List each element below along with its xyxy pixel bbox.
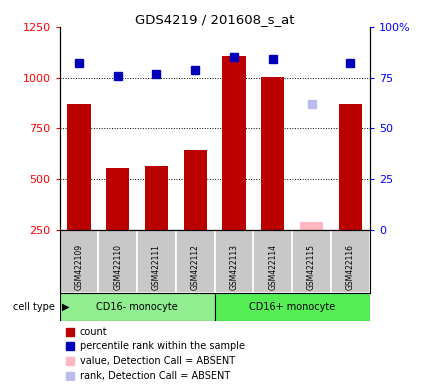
Bar bbox=[215, 293, 370, 321]
Text: count: count bbox=[79, 326, 107, 337]
Bar bbox=[60, 293, 215, 321]
Text: ▶: ▶ bbox=[62, 302, 69, 312]
Text: cell type: cell type bbox=[13, 302, 55, 312]
Text: value, Detection Call = ABSENT: value, Detection Call = ABSENT bbox=[79, 356, 235, 366]
Bar bbox=[145, 166, 168, 230]
Text: GSM422112: GSM422112 bbox=[191, 244, 200, 290]
Bar bbox=[215, 230, 253, 293]
Text: GSM422113: GSM422113 bbox=[230, 244, 238, 290]
Bar bbox=[176, 230, 215, 293]
Bar bbox=[106, 168, 129, 230]
Text: GSM422116: GSM422116 bbox=[346, 244, 355, 290]
Text: GSM422111: GSM422111 bbox=[152, 244, 161, 290]
Bar bbox=[222, 56, 246, 230]
Bar bbox=[331, 230, 370, 293]
Text: GSM422110: GSM422110 bbox=[113, 244, 122, 290]
Bar bbox=[98, 230, 137, 293]
Text: percentile rank within the sample: percentile rank within the sample bbox=[79, 341, 245, 351]
Text: CD16- monocyte: CD16- monocyte bbox=[96, 302, 178, 312]
Bar bbox=[60, 230, 98, 293]
Text: GSM422114: GSM422114 bbox=[268, 244, 277, 290]
Text: CD16+ monocyte: CD16+ monocyte bbox=[249, 302, 335, 312]
Bar bbox=[339, 104, 362, 230]
Bar bbox=[184, 150, 207, 230]
Bar bbox=[300, 222, 323, 230]
Bar bbox=[253, 230, 292, 293]
Bar bbox=[67, 104, 91, 230]
Bar bbox=[292, 230, 331, 293]
Text: GSM422109: GSM422109 bbox=[74, 244, 83, 290]
Text: rank, Detection Call = ABSENT: rank, Detection Call = ABSENT bbox=[79, 371, 230, 381]
Text: GSM422115: GSM422115 bbox=[307, 244, 316, 290]
Title: GDS4219 / 201608_s_at: GDS4219 / 201608_s_at bbox=[135, 13, 295, 26]
Bar bbox=[261, 77, 284, 230]
Bar bbox=[137, 230, 176, 293]
